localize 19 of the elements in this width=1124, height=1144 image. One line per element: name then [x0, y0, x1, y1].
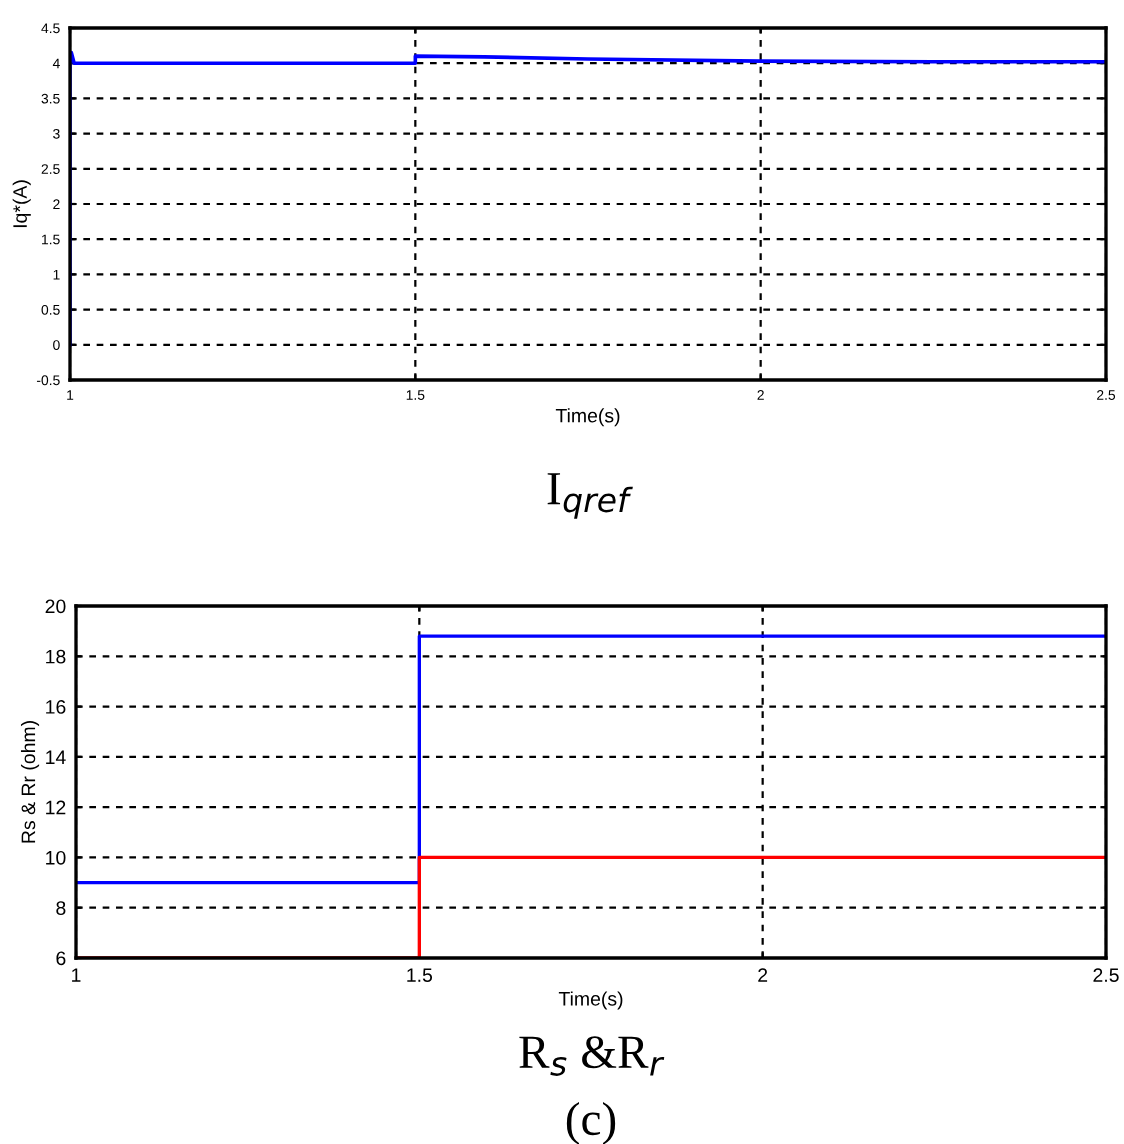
- x-axis-title: Time(s): [555, 408, 620, 427]
- text: (c): [566, 1102, 616, 1144]
- y-tick-label: 14: [46, 750, 66, 764]
- text: I$_{qref}$: [547, 473, 633, 519]
- x-axis-title: Time(s): [558, 991, 623, 1010]
- x-tick-label: 2.5: [1093, 968, 1119, 982]
- y-tick-label: 20: [45, 599, 66, 614]
- y-axis-title: Rs & Rr (ohm): [20, 721, 40, 843]
- text: R$_{s}$ &R$_{r}$: [519, 1036, 665, 1076]
- y-tick-label: 6: [56, 951, 66, 966]
- y-tick-label: 8: [56, 901, 66, 915]
- y-axis-title: Iq*(A): [12, 180, 31, 228]
- y-tick-label: 10: [46, 850, 66, 865]
- x-tick-label: 2: [758, 968, 768, 982]
- y-tick-label: 12: [46, 800, 66, 815]
- x-tick-label: 1.5: [407, 968, 433, 982]
- x-tick-label: 1: [72, 968, 81, 982]
- y-tick-label: 16: [46, 700, 66, 714]
- y-tick-label: 18: [46, 649, 66, 664]
